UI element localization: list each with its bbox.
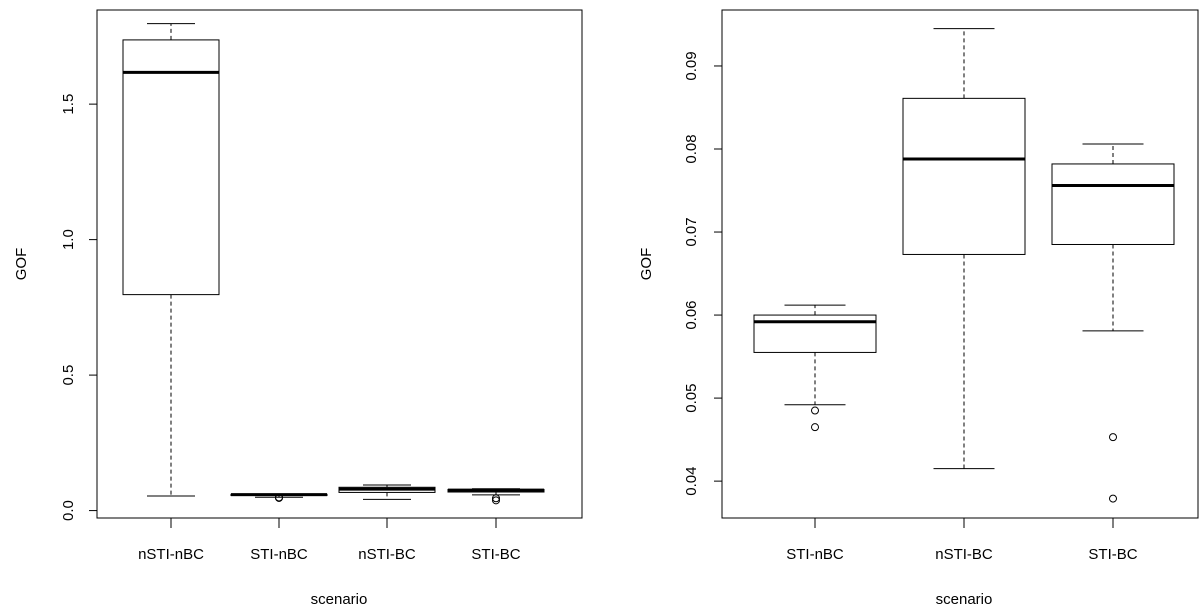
- iqr-box: [902, 97, 1026, 255]
- iqr-box: [1051, 163, 1175, 245]
- outlier-point: [492, 496, 500, 505]
- y-tick-label: 1.5: [60, 94, 77, 115]
- iqr-box: [122, 39, 220, 296]
- box-nSTI-nBC: [122, 23, 220, 497]
- y-tick-label: 0.04: [683, 467, 700, 496]
- y-axis: 0.04 0.05 0.06 0.07 0.08 0.09: [683, 51, 722, 496]
- x-tick-label: STI-nBC: [786, 546, 844, 563]
- box-nSTI-BC: [902, 28, 1026, 470]
- y-axis-title: GOF: [638, 248, 655, 281]
- x-tick-label: STI-nBC: [250, 546, 308, 563]
- x-axis: STI-nBC nSTI-BC STI-BC: [786, 518, 1138, 563]
- box-nSTI-BC: [338, 484, 436, 500]
- x-axis-title: scenario: [311, 591, 368, 607]
- right-boxplot-panel: 0.040.050.060.070.080.09 STI-nBC nSTI-BC S…: [638, 9, 1199, 607]
- x-axis-title: scenario: [936, 591, 993, 607]
- y-tick-label: 1.0: [60, 229, 77, 250]
- outlier-point: [1109, 433, 1117, 442]
- y-tick-label: 0.5: [60, 365, 77, 386]
- y-axis-title: GOF: [13, 248, 30, 281]
- box-group: [753, 28, 1175, 503]
- box-STI-BC: [1051, 143, 1175, 503]
- y-tick-label: 0.05: [683, 383, 700, 412]
- box-STI-nBC: [230, 493, 328, 502]
- y-tick-label: 0.06: [683, 300, 700, 329]
- plot-frame: [96, 9, 583, 519]
- y-tick-label: 0.09: [683, 51, 700, 80]
- outlier-point: [811, 423, 819, 432]
- box-STI-BC: [447, 488, 545, 505]
- x-axis: nSTI-nBC STI-nBC nSTI-BC STI-BC: [138, 518, 521, 563]
- box-group: [122, 23, 545, 505]
- x-tick-label: nSTI-BC: [358, 546, 416, 563]
- outlier-point: [811, 406, 819, 415]
- y-axis: 0.0 0.5 1.0 1.5: [60, 94, 97, 521]
- outlier-point: [1109, 494, 1117, 503]
- y-tick-label: 0.08: [683, 134, 700, 163]
- x-tick-label: nSTI-nBC: [138, 546, 204, 563]
- y-tick-label: 0.0: [60, 500, 77, 521]
- x-tick-label: STI-BC: [471, 546, 520, 563]
- left-boxplot-panel: 0.0 0.5 1.0 1.5 nSTI-nBC STI-nBC nSTI-BC STI-B…: [13, 9, 583, 607]
- box-STI-nBC: [753, 304, 877, 432]
- plot-frame: [721, 9, 1199, 519]
- x-tick-label: nSTI-BC: [935, 546, 993, 563]
- outlier-point: [275, 493, 283, 502]
- x-tick-label: STI-BC: [1088, 546, 1137, 563]
- outlier-point: [492, 494, 500, 503]
- y-tick-label: 0.07: [683, 217, 700, 246]
